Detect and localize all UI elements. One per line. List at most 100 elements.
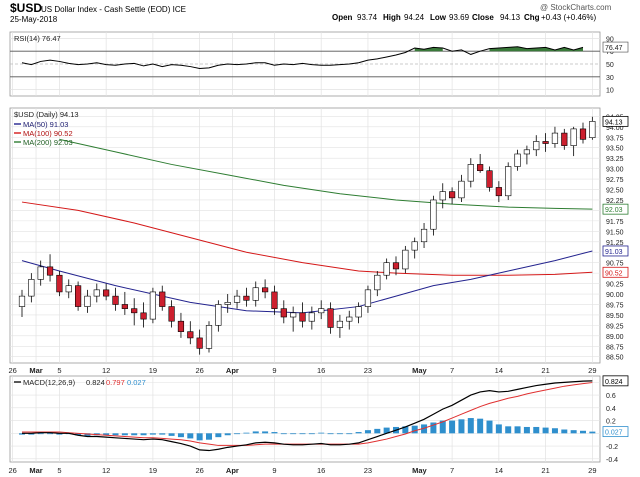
- price-tick-label: 90.75: [606, 261, 624, 268]
- high-value: 94.24: [404, 13, 425, 22]
- candle-body: [523, 149, 530, 155]
- x-tick-label: 14: [495, 466, 503, 475]
- macd-histogram-bar: [252, 431, 259, 434]
- candle-body: [103, 289, 110, 297]
- macd-histogram-bar: [327, 433, 334, 435]
- rsi-overbought-fill: [414, 47, 443, 52]
- candle-body: [336, 320, 344, 328]
- symbol-description: US Dollar Index - Cash Settle (EOD) ICE: [41, 5, 186, 14]
- candle-body: [196, 337, 203, 349]
- macd-tick-label: 0.6: [606, 393, 616, 400]
- macd-histogram-bar: [290, 433, 297, 435]
- candle-body: [514, 153, 521, 167]
- x-tick-label: 21: [541, 366, 549, 375]
- macd-histogram-bar: [495, 424, 502, 434]
- x-tick-label: 9: [272, 466, 276, 475]
- price-tick-label: 91.75: [606, 219, 624, 226]
- rsi-last-tag: [602, 41, 629, 53]
- candle-body: [364, 289, 372, 307]
- x-tick-label: Mar: [29, 466, 42, 475]
- rsi-tick-label: 10: [606, 88, 614, 95]
- x-tick-label: 16: [317, 366, 325, 375]
- macd-histogram-bar: [514, 426, 521, 434]
- macd-histogram-bar: [439, 420, 446, 434]
- rsi-overbought-fill: [489, 46, 583, 52]
- open-label: Open: [332, 13, 353, 22]
- chart-header: $USD US Dollar Index - Cash Settle (EOD)…: [10, 1, 612, 24]
- macd-histogram-bar: [580, 430, 586, 434]
- candle-body: [187, 331, 194, 339]
- candle-body: [290, 312, 297, 318]
- ma100-legend-label: MA(100) 90.52: [23, 129, 73, 138]
- x-tick-label: 26: [8, 366, 16, 375]
- macd-histogram-bar: [262, 431, 269, 434]
- ma50-tag: [602, 245, 629, 257]
- price-tick-label: 91.50: [606, 229, 624, 236]
- macd-histogram-bar: [346, 433, 353, 435]
- hist-tag-label: 0.027: [605, 430, 623, 437]
- chg-value: +0.43 (+0.46%): [541, 13, 596, 22]
- macd-tick-label: -0.4: [606, 457, 618, 464]
- macd-histogram-bar: [383, 427, 390, 434]
- x-axis: 26 Mar 5 12 19 26 Apr 9 16 23 May 7 14 21 29 26 Mar 5 12 19…: [8, 366, 596, 475]
- macd-tick-label: -0.2: [606, 444, 618, 451]
- x-tick-label: 7: [450, 466, 454, 475]
- x-tick-label: 26: [195, 366, 203, 375]
- x-tick-label: May: [412, 466, 427, 475]
- price-frame: [9, 107, 601, 364]
- macd-histogram-bar: [336, 433, 343, 435]
- macd-histogram-bar: [84, 433, 91, 436]
- macd-histogram-bar: [28, 433, 35, 435]
- macd-histogram-bar: [355, 432, 362, 434]
- macd-histogram-bar: [318, 432, 325, 434]
- candle-body: [28, 279, 35, 297]
- candle-body: [299, 312, 306, 322]
- price-panel: 88.50 88.75 89.00 89.25 89.50 89.75 90.00 90.25…: [9, 107, 629, 364]
- price-tick-label: 89.50: [606, 313, 624, 320]
- rsi-line: [21, 46, 584, 69]
- macd-histogram-bar: [449, 420, 456, 434]
- candle-body: [84, 295, 91, 307]
- x-tick-label: 23: [364, 366, 372, 375]
- candle-body: [233, 295, 241, 303]
- candle-body: [65, 285, 72, 293]
- macd-histogram-bar: [467, 418, 474, 434]
- x-tick-label: 14: [495, 366, 503, 375]
- price-tick-label: 89.75: [606, 302, 624, 309]
- x-tick-label: 5: [57, 366, 61, 375]
- candle-body: [37, 266, 44, 280]
- macd-histogram-bar: [140, 433, 147, 436]
- x-tick-label: 29: [588, 466, 596, 475]
- x-tick-label: 12: [102, 366, 110, 375]
- candle-body: [448, 191, 456, 199]
- x-tick-label: 21: [541, 466, 549, 475]
- candle-body: [56, 274, 63, 293]
- x-tick-label: Mar: [29, 366, 42, 375]
- x-tick-label: 19: [149, 466, 157, 475]
- macd-histogram-bar: [280, 433, 287, 435]
- macd-histogram-bar: [477, 418, 484, 434]
- candle-body: [346, 316, 353, 322]
- macd-histogram-bar: [589, 431, 596, 434]
- macd-histogram-bar: [542, 427, 549, 434]
- ma200-tag-label: 92.03: [605, 207, 623, 214]
- open-value: 93.74: [357, 13, 378, 22]
- x-tick-label: 16: [317, 466, 325, 475]
- macd-histogram-bar: [47, 433, 54, 435]
- x-tick-label: 9: [272, 366, 276, 375]
- price-tick-label: 94.00: [606, 125, 624, 132]
- price-tick-label: 92.75: [606, 177, 624, 184]
- macd-histogram-bar: [430, 422, 437, 434]
- candle-body: [215, 304, 222, 326]
- candle-body: [252, 287, 259, 301]
- macd-histogram-bar: [224, 433, 231, 436]
- x-tick-label: 26: [195, 466, 203, 475]
- hist-tag: [602, 426, 629, 438]
- macd-histogram-bar: [131, 433, 138, 436]
- macd-histogram-bar: [75, 433, 82, 436]
- ma200-tag: [602, 203, 629, 215]
- macd-histogram-bar: [168, 433, 175, 436]
- rsi-label: RSI(14) 76.47: [14, 34, 61, 43]
- macd-histogram-bar: [243, 432, 250, 434]
- candle-body: [149, 291, 157, 320]
